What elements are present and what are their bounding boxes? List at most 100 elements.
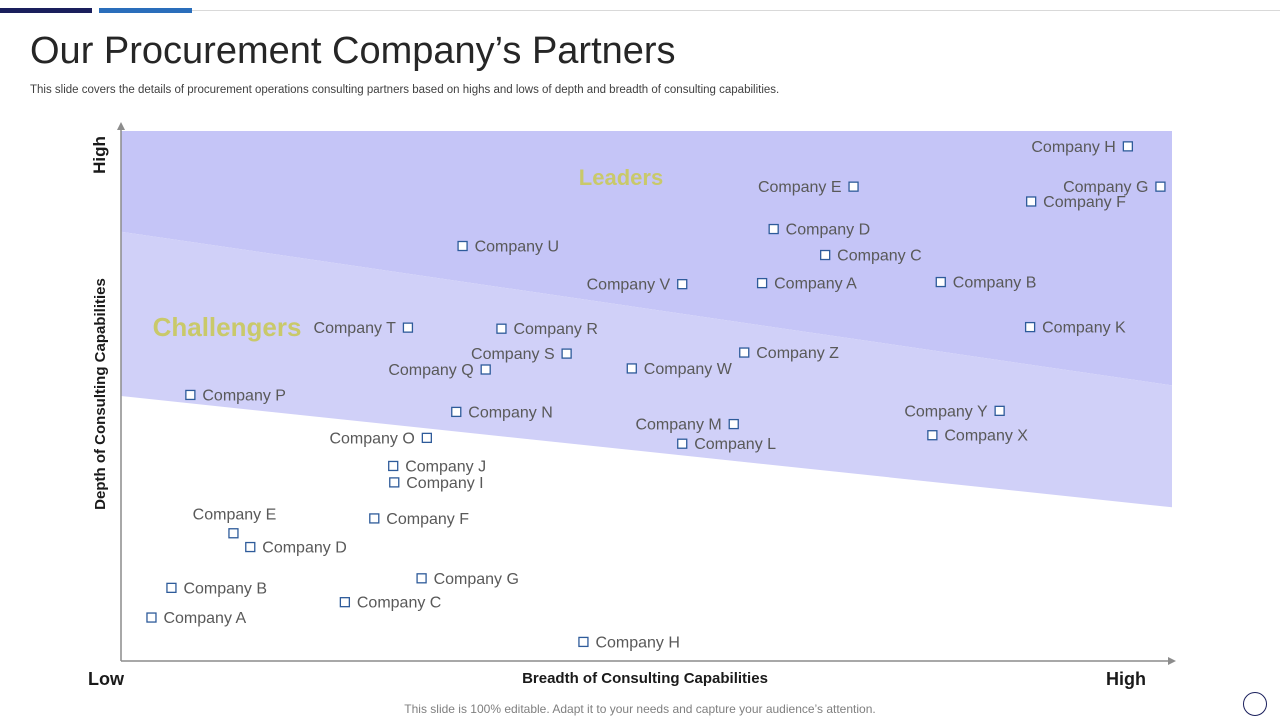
data-point: Company X — [927, 428, 1028, 445]
point-label: Company B — [953, 275, 1037, 292]
point-marker-icon — [848, 181, 859, 192]
x-axis-title: Breadth of Consulting Capabilities — [522, 670, 768, 687]
point-label: Company K — [1042, 320, 1126, 337]
point-label: Company A — [774, 276, 857, 293]
page-title: Our Procurement Company’s Partners — [30, 30, 676, 72]
y-axis-title: Depth of Consulting Capabilities — [92, 278, 109, 510]
point-marker-icon — [739, 347, 750, 358]
point-marker-icon — [389, 477, 400, 488]
point-marker-icon — [935, 276, 946, 288]
point-label: Company D — [262, 540, 346, 557]
data-point: Company J — [388, 458, 486, 475]
point-marker-icon — [166, 582, 177, 594]
data-point: Company K — [1024, 320, 1126, 337]
point-label: Company M — [635, 417, 721, 434]
point-marker-icon — [768, 223, 779, 235]
data-point: Company S — [471, 346, 572, 363]
point-label: Company H — [1031, 139, 1115, 156]
page-subtitle: This slide covers the details of procure… — [30, 84, 780, 96]
data-point: Company Q — [388, 362, 491, 379]
point-label: Company Y — [904, 403, 988, 420]
x-axis-low-label: Low — [88, 669, 125, 689]
point-marker-icon — [756, 277, 768, 289]
data-point: Company D — [245, 540, 347, 557]
data-point: Company A — [756, 276, 857, 293]
point-marker-icon — [421, 432, 432, 444]
data-point: Company C — [339, 595, 441, 612]
data-point: Company E — [758, 179, 859, 196]
data-point: Company C — [820, 248, 922, 265]
accent-bar-blue — [99, 8, 192, 13]
point-label: Company V — [587, 277, 671, 294]
data-point: Company W — [626, 361, 733, 378]
point-marker-icon — [339, 597, 351, 608]
data-point: Company A — [146, 610, 247, 627]
data-point: Company Z — [739, 345, 839, 362]
data-point: Company G — [1063, 179, 1166, 196]
point-marker-icon — [146, 612, 157, 623]
point-label: Company J — [405, 458, 486, 475]
y-axis-arrow — [117, 122, 125, 130]
leaders-label: Leaders — [579, 165, 663, 190]
point-marker-icon — [228, 528, 239, 539]
data-point: Company E — [193, 506, 277, 539]
data-point: Company D — [768, 222, 870, 239]
point-marker-icon — [626, 363, 637, 374]
data-point: Company U — [457, 239, 559, 256]
point-label: Company D — [786, 222, 870, 239]
data-point: Company H — [578, 634, 680, 651]
data-point: Company T — [314, 320, 414, 337]
point-label: Company W — [644, 361, 733, 378]
data-point: Company F — [1026, 194, 1126, 211]
point-label: Company P — [202, 387, 286, 404]
data-point: Company R — [496, 321, 598, 338]
point-label: Company G — [434, 571, 519, 588]
point-marker-icon — [388, 460, 399, 472]
point-label: Company X — [944, 428, 1028, 445]
point-label: Company Z — [756, 345, 839, 362]
point-label: Company T — [314, 320, 397, 337]
point-marker-icon — [369, 513, 380, 524]
point-marker-icon — [561, 348, 572, 359]
top-divider — [192, 10, 1280, 11]
point-marker-icon — [927, 430, 938, 441]
point-marker-icon — [677, 279, 688, 290]
data-point: Company G — [416, 571, 519, 588]
point-marker-icon — [451, 406, 462, 418]
point-label: Company C — [837, 248, 921, 265]
point-marker-icon — [402, 322, 414, 333]
point-marker-icon — [457, 240, 468, 252]
leaders-region — [121, 131, 1172, 386]
accent-bar-dark — [0, 8, 92, 13]
point-marker-icon — [185, 389, 196, 401]
point-label: Company E — [193, 506, 277, 523]
point-label: Company G — [1063, 179, 1148, 196]
point-marker-icon — [578, 636, 589, 648]
point-label: Company O — [329, 430, 414, 447]
data-point: Company M — [635, 417, 739, 434]
point-marker-icon — [245, 541, 256, 553]
point-label: Company L — [694, 436, 776, 453]
x-axis-arrow — [1168, 657, 1176, 665]
challengers-region — [121, 231, 1172, 508]
point-label: Company E — [758, 179, 842, 196]
data-point: Company V — [587, 277, 688, 294]
data-point: Company F — [369, 511, 469, 528]
point-marker-icon — [496, 323, 507, 334]
point-label: Company R — [513, 321, 597, 338]
point-marker-icon — [994, 405, 1005, 416]
point-label: Company Q — [388, 362, 473, 379]
data-point: Company B — [166, 580, 267, 597]
data-point: Company I — [389, 475, 484, 492]
data-point: Company L — [677, 436, 776, 453]
point-label: Company I — [406, 475, 483, 492]
point-label: Company H — [595, 634, 679, 651]
point-marker-icon — [1155, 181, 1166, 192]
point-label: Company F — [1043, 194, 1126, 211]
y-axis-high-label: High — [90, 136, 109, 174]
navigation-circle-icon[interactable] — [1243, 692, 1267, 716]
point-label: Company C — [357, 595, 441, 612]
data-point: Company Y — [904, 403, 1005, 420]
